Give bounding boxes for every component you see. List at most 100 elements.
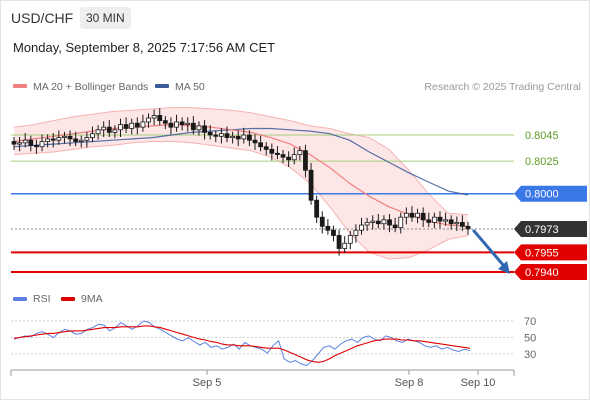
- rsi-lines: [13, 320, 471, 367]
- candle-body-down: [28, 139, 34, 146]
- ma50-legend-swatch: [155, 84, 169, 88]
- candle-body-down: [134, 122, 140, 128]
- x-tick-label: Sep 5: [193, 377, 222, 389]
- candle-body-up: [403, 212, 409, 218]
- candle-body-down: [179, 121, 185, 125]
- candle: [213, 130, 219, 143]
- candle: [370, 215, 376, 230]
- rsi-ma-legend-label: 9MA: [81, 293, 103, 305]
- candle: [84, 131, 90, 148]
- candle-body-up: [151, 115, 157, 119]
- ma50-line: [13, 127, 469, 196]
- candle: [347, 230, 353, 250]
- candle: [179, 117, 185, 131]
- candle: [459, 215, 465, 231]
- bollinger-upper-line: [13, 107, 469, 216]
- candle-body-down: [252, 139, 258, 144]
- candle-body-down: [67, 135, 73, 140]
- candle-body-up: [84, 137, 90, 141]
- level-tag-support: 0.7940: [514, 264, 587, 280]
- candle: [336, 229, 342, 256]
- candle-body-up: [39, 141, 45, 148]
- candle: [263, 142, 269, 156]
- bollinger-bands: [13, 107, 469, 260]
- candle: [398, 212, 404, 234]
- rsi-legend-label: RSI: [33, 293, 51, 305]
- candle: [387, 213, 392, 233]
- candle: [392, 217, 398, 233]
- x-tick-label: Sep 8: [395, 377, 424, 389]
- candle: [112, 125, 118, 139]
- level-label: 0.7940: [525, 267, 559, 279]
- candle: [353, 224, 359, 243]
- candle-body-up: [118, 124, 123, 131]
- candle-body-up: [454, 222, 460, 225]
- candle: [431, 212, 437, 229]
- timeframe-button[interactable]: 30 MIN: [80, 7, 131, 29]
- candle-body-up: [62, 135, 67, 139]
- candle: [134, 117, 140, 135]
- candle: [118, 118, 123, 137]
- candle-body-down: [308, 169, 314, 201]
- candle-body-up: [370, 220, 376, 223]
- legend-rsi-ma: 9MA: [61, 293, 103, 305]
- bollinger-band-area: [14, 107, 468, 259]
- candle: [308, 163, 314, 205]
- candle: [235, 130, 241, 147]
- candle-body-down: [280, 154, 286, 158]
- candle-body-down: [247, 134, 252, 141]
- candle: [297, 146, 303, 161]
- candle-body-down: [207, 131, 213, 136]
- candle-body-up: [174, 121, 179, 128]
- candle-body-down: [73, 138, 79, 142]
- candle-body-up: [359, 224, 364, 231]
- candle: [314, 195, 320, 224]
- rsi-tick-label: 70: [524, 316, 536, 328]
- candle-body-down: [213, 134, 219, 137]
- candle: [247, 130, 252, 147]
- candle-body-down: [319, 216, 325, 227]
- rsi-legend-swatch: [13, 297, 27, 301]
- x-tick-label: Sep 10: [461, 377, 496, 389]
- level-tag-shape: [514, 185, 587, 202]
- candle: [45, 134, 51, 148]
- candle-body-down: [269, 148, 275, 154]
- candle-body-up: [364, 222, 370, 226]
- candle-body-down: [50, 138, 56, 141]
- candle: [218, 127, 224, 144]
- level-tag-current: 0.7973: [514, 220, 587, 237]
- candle-body-up: [196, 125, 202, 131]
- candle-body-down: [465, 225, 471, 230]
- candle-body-down: [157, 115, 163, 122]
- candle: [168, 117, 174, 135]
- candle: [319, 211, 325, 234]
- candle-body-up: [415, 212, 420, 218]
- candle: [420, 207, 426, 227]
- projection-arrow: [472, 229, 510, 274]
- candle-body-down: [331, 229, 336, 236]
- level-tag-shape: [514, 264, 587, 280]
- level-tag-pivot: 0.8000: [514, 185, 587, 202]
- level-label: 0.7973: [525, 224, 559, 236]
- candle-body-down: [409, 212, 415, 218]
- timestamp: Monday, September 8, 2025 7:17:56 AM CET: [13, 40, 276, 55]
- candle: [185, 117, 191, 132]
- candle: [409, 206, 415, 222]
- candle: [359, 217, 364, 235]
- candle-body-up: [56, 137, 62, 141]
- legend-rsi: RSI: [13, 293, 51, 305]
- candle-body-down: [235, 135, 241, 140]
- candle: [146, 113, 151, 128]
- candle: [34, 139, 39, 154]
- candle: [325, 219, 331, 235]
- candle-body-up: [112, 129, 118, 133]
- candle-body-down: [202, 125, 207, 133]
- candle-body-down: [325, 225, 331, 231]
- candle-body-down: [314, 199, 320, 218]
- candle-body-down: [11, 141, 17, 145]
- candle: [275, 146, 280, 160]
- candle: [17, 136, 23, 152]
- candle: [50, 133, 56, 148]
- candle-body-down: [459, 222, 465, 227]
